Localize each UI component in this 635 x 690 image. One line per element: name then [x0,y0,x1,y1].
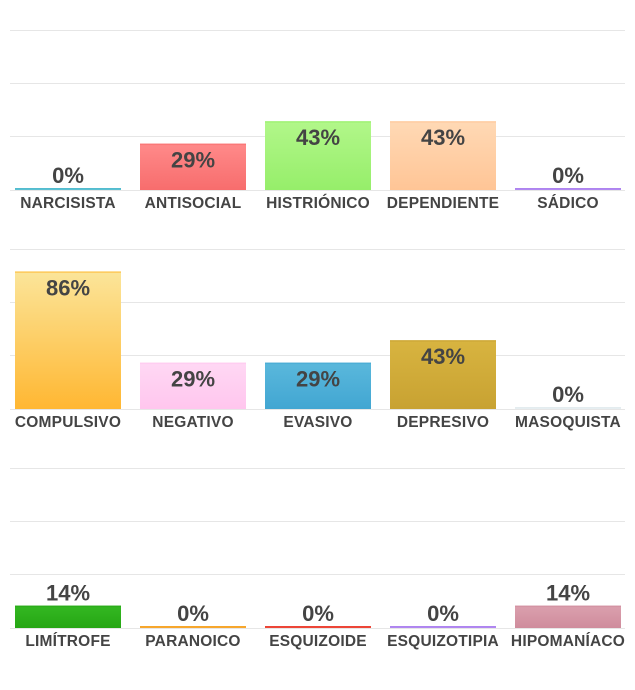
bar-top-edge [390,340,496,342]
category-label: COMPULSIVO [15,414,121,431]
category-label: NEGATIVO [152,414,233,431]
bar-chart-2: 86% COMPULSIVO 29% NEGATIVO 29% EVASIVO 43% DEP… [10,249,625,431]
bar-depresivo [390,340,496,409]
bar-top-edge [140,626,246,628]
bar-top-edge [140,143,246,146]
value-label: 0% [302,601,334,626]
bar-top-edge [265,362,371,365]
bar-dependiente [390,121,496,190]
bar-hipomaníaco [515,605,621,628]
category-label: PARANOICO [145,633,240,650]
bar-limítrofe [15,605,121,628]
bar-chart-3: 14% LIMÍTROFE 0% PARANOICO 0% ESQUIZOIDE 0% ESQ… [10,468,625,650]
category-label: ANTISOCIAL [145,195,242,212]
bar-chart-1: 0% NARCISISTA 29% ANTISOCIAL 43% HISTRIÓNICO 4… [10,30,625,212]
category-label: EVASIVO [283,414,352,431]
category-label: SÁDICO [537,195,598,212]
category-label: HIPOMANÍACO [511,633,625,650]
value-label: 14% [46,581,90,606]
value-label: 0% [177,601,209,626]
bar-evasivo [265,362,371,409]
bar-compulsivo [15,271,121,409]
bar-top-edge [15,271,121,273]
category-label: LIMÍTROFE [25,633,110,650]
value-label: 0% [52,163,84,188]
value-label: 29% [296,367,340,392]
chart-panel-3: 14% LIMÍTROFE 0% PARANOICO 0% ESQUIZOIDE 0% ESQ… [0,438,635,657]
value-label: 43% [421,344,465,369]
value-label: 0% [552,163,584,188]
value-label: 0% [427,601,459,626]
category-label: DEPRESIVO [397,414,489,431]
value-label: 43% [421,125,465,150]
chart-panel-1: 0% NARCISISTA 29% ANTISOCIAL 43% HISTRIÓNICO 4… [0,0,635,219]
bar-top-edge [15,605,121,608]
category-label: HISTRIÓNICO [266,194,370,212]
bar-top-edge [515,407,621,409]
value-label: 0% [552,382,584,407]
bar-top-edge [265,626,371,628]
category-label: MASOQUISTA [515,414,621,431]
category-label: DEPENDIENTE [387,195,499,212]
value-label: 86% [46,275,90,300]
value-label: 43% [296,125,340,150]
bar-top-edge [265,121,371,123]
chart-panel-2: 86% COMPULSIVO 29% NEGATIVO 29% EVASIVO 43% DEP… [0,219,635,438]
bar-histriónico [265,121,371,190]
bar-top-edge [140,362,246,365]
category-label: ESQUIZOIDE [269,633,367,650]
bar-top-edge [390,121,496,123]
category-label: NARCISISTA [20,195,116,212]
value-label: 14% [546,581,590,606]
value-label: 29% [171,367,215,392]
bar-antisocial [140,143,246,190]
category-label: ESQUIZOTIPIA [387,633,499,650]
bar-top-edge [515,188,621,190]
bar-negativo [140,362,246,409]
value-label: 29% [171,148,215,173]
bar-top-edge [390,626,496,628]
bar-top-edge [15,188,121,190]
bar-top-edge [515,605,621,608]
